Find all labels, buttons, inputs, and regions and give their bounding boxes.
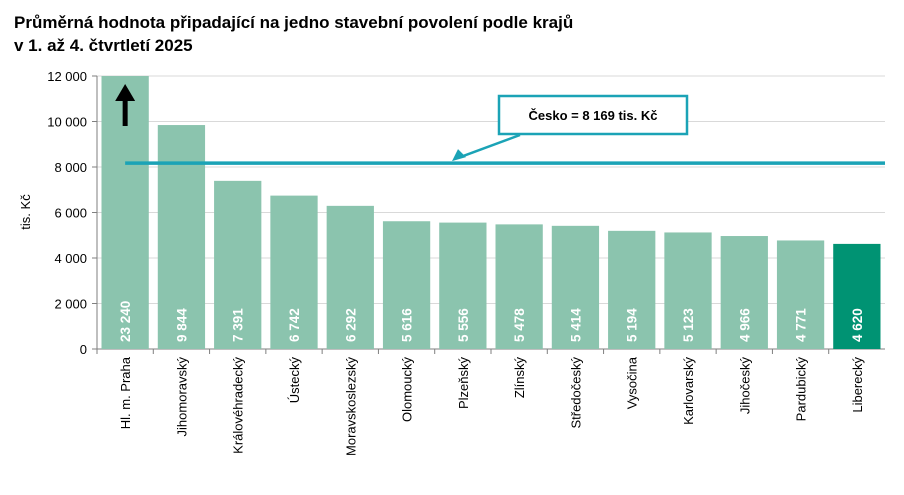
y-tick-label: 10 000 xyxy=(47,115,87,130)
value-label: 4 966 xyxy=(737,308,752,342)
annotation-arrowhead xyxy=(452,149,466,162)
x-tick-label: Pardubický xyxy=(794,357,809,422)
x-tick-label: Zlínský xyxy=(512,357,527,399)
value-label: 4 771 xyxy=(794,308,809,342)
y-tick-label: 6 000 xyxy=(54,206,87,221)
value-label: 6 292 xyxy=(343,308,358,342)
value-label: 5 414 xyxy=(568,308,583,342)
x-tick-label: Hl. m. Praha xyxy=(118,356,133,429)
bar xyxy=(495,224,543,349)
bar xyxy=(664,232,712,349)
x-tick-label: Moravskoslezský xyxy=(343,357,358,456)
bar xyxy=(382,221,431,349)
y-tick-label: 12 000 xyxy=(47,69,87,84)
y-tick-label: 0 xyxy=(80,342,87,357)
value-label: 7 391 xyxy=(231,308,246,342)
bar xyxy=(776,240,825,349)
x-tick-label: Liberecký xyxy=(850,357,865,413)
x-tick-label: Jihomoravský xyxy=(174,357,189,437)
value-label: 5 123 xyxy=(681,308,696,342)
bar xyxy=(270,195,318,349)
annotation-label: Česko = 8 169 tis. Kč xyxy=(529,108,658,123)
bar xyxy=(720,236,768,349)
value-label: 23 240 xyxy=(118,301,133,342)
x-tick-label: Ústecký xyxy=(287,357,302,404)
overflow-arrowhead xyxy=(115,84,136,101)
value-label: 4 620 xyxy=(850,308,865,342)
x-tick-label: Vysočina xyxy=(625,356,640,409)
value-label: 6 742 xyxy=(287,308,302,342)
value-label: 5 556 xyxy=(456,308,471,342)
bar xyxy=(214,180,262,349)
value-label: 5 616 xyxy=(400,308,415,342)
x-tick-label: Středočeský xyxy=(568,357,583,429)
x-tick-label: Jihočeský xyxy=(737,357,752,415)
chart-title: Průměrná hodnota připadající na jedno st… xyxy=(14,13,573,32)
annotation-box xyxy=(497,94,689,136)
bar xyxy=(608,230,656,349)
value-label: 5 194 xyxy=(625,308,640,342)
bar xyxy=(439,222,487,349)
bar xyxy=(551,225,600,349)
annotation-arrow xyxy=(459,133,521,159)
value-label: 5 478 xyxy=(512,308,527,342)
y-tick-label: 4 000 xyxy=(54,251,87,266)
x-tick-label: Olomoucký xyxy=(400,357,415,423)
value-label: 9 844 xyxy=(174,308,189,342)
chart-title: v 1. až 4. čtvrtletí 2025 xyxy=(14,36,193,55)
bar xyxy=(326,205,374,349)
x-tick-label: Královéhradecký xyxy=(231,357,246,454)
y-axis-label: tis. Kč xyxy=(18,194,33,230)
x-tick-label: Plzeňský xyxy=(456,357,471,410)
y-tick-label: 2 000 xyxy=(54,297,87,312)
x-tick-label: Karlovarský xyxy=(681,357,696,425)
bar xyxy=(833,243,881,349)
y-tick-label: 8 000 xyxy=(54,160,87,175)
